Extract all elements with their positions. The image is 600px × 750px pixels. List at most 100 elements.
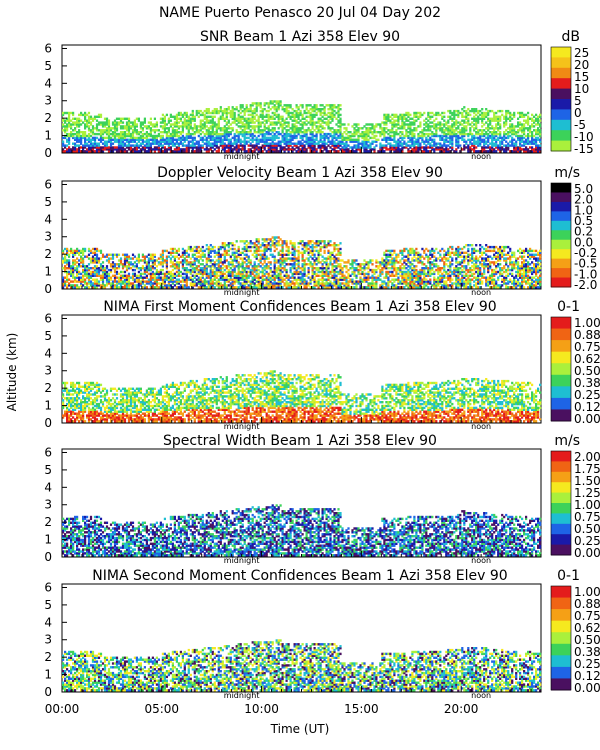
colorbar-swatch: [551, 277, 571, 288]
y-tick-label: 4: [44, 615, 52, 629]
y-tick-label: 3: [44, 94, 52, 108]
colorbar-tick-label: 0.88: [574, 328, 600, 342]
colorbar-swatch: [551, 78, 571, 90]
colorbar-tick-label: -2.0: [574, 278, 597, 292]
colorbar-tick-label: 0.62: [574, 352, 600, 366]
midnight-marker: midnight: [224, 152, 260, 161]
y-tick-label: 0: [44, 550, 52, 564]
colorbar-swatch: [551, 239, 571, 250]
colorbar-tick-label: 0.5: [574, 214, 593, 228]
colorbar-tick-label: 25: [574, 46, 589, 60]
colorbar-swatch: [551, 534, 571, 546]
colorbar: 5.02.01.00.50.20.0-0.2-0.5-1.0-2.0: [550, 182, 597, 292]
colorbar-swatch: [551, 678, 571, 691]
heatmap-field: [62, 236, 542, 289]
colorbar-tick-label: 1.00: [574, 498, 600, 512]
colorbar-swatch: [551, 317, 571, 330]
colorbar-swatch: [551, 328, 571, 341]
colorbar-swatch: [551, 230, 571, 241]
colorbar-tick-label: 5.0: [574, 182, 593, 196]
colorbar-tick-label: -0.5: [574, 257, 597, 271]
panel-5: NIMA Second Moment Confidences Beam 1 Az…: [44, 568, 600, 700]
time-axis: 00:00 05:00 10:00 15:00 20:00: [45, 702, 479, 716]
colorbar-tick-label: 0.50: [574, 633, 600, 647]
y-tick-label: 1: [44, 668, 52, 682]
colorbar-tick-label: 1.25: [574, 486, 600, 500]
x-axis-label: Time (UT): [270, 722, 330, 736]
colorbar-swatch: [551, 374, 571, 387]
colorbar-swatch: [551, 513, 571, 525]
colorbar-tick-label: 1.00: [574, 316, 600, 330]
heatmap-field: [62, 504, 542, 557]
colorbar-tick-label: 0.0: [574, 235, 593, 249]
colorbar-tick-label: 1.0: [574, 203, 593, 217]
y-tick-label: 6: [44, 177, 52, 191]
colorbar-swatch: [551, 99, 571, 110]
colorbar-tick-label: 0.38: [574, 645, 600, 659]
y-tick-label: 2: [44, 111, 52, 125]
colorbar-tick-label: 0.00: [574, 681, 600, 695]
colorbar-swatch: [551, 57, 571, 69]
colorbar-swatch: [551, 643, 571, 656]
panel-2: Doppler Velocity Beam 1 Azi 358 Elev 90 0…: [44, 165, 597, 297]
panel-3: NIMA First Moment Confidences Beam 1 Azi…: [44, 299, 600, 431]
x-tick-label: 05:00: [144, 702, 179, 716]
colorbar-tick-label: 20: [574, 58, 589, 72]
colorbar-swatch: [551, 67, 571, 79]
colorbar-swatch: [551, 109, 571, 121]
heatmap-field: [62, 100, 542, 153]
colorbar-swatch: [551, 544, 571, 556]
panel-title: SNR Beam 1 Azi 358 Elev 90: [200, 29, 400, 45]
x-tick-label: 20:00: [444, 702, 479, 716]
colorbar-swatch: [551, 451, 571, 462]
midnight-marker: midnight: [224, 288, 260, 297]
colorbar-swatch: [551, 258, 571, 269]
colorbar-tick-label: 0.75: [574, 609, 600, 623]
y-tick-label: 1: [44, 129, 52, 143]
y-tick-label: 0: [44, 146, 52, 160]
y-tick-label: 3: [44, 498, 52, 512]
colorbar-tick-label: 0.12: [574, 669, 600, 683]
colorbar-unit: m/s: [554, 165, 580, 181]
heatmap-field: [62, 370, 542, 423]
y-tick-label: 2: [44, 381, 52, 395]
colorbar-swatch: [551, 47, 571, 58]
colorbar-swatch: [551, 211, 571, 222]
colorbar-tick-label: 0.25: [574, 534, 600, 548]
colorbar-swatch: [551, 620, 571, 633]
midnight-marker: midnight: [224, 422, 260, 431]
colorbar-tick-label: 2.0: [574, 193, 593, 207]
colorbar-unit: m/s: [554, 433, 580, 449]
colorbar-tick-label: 0.00: [574, 546, 600, 560]
colorbar-tick-label: 0.25: [574, 657, 600, 671]
colorbar-tick-label: 2.00: [574, 450, 600, 464]
colorbar-unit: dB: [562, 29, 581, 45]
y-tick-label: 6: [44, 41, 52, 55]
colorbar-tick-label: -15: [574, 142, 594, 156]
midnight-marker: midnight: [224, 556, 260, 565]
colorbar-tick-label: -10: [574, 130, 594, 144]
y-tick-label: 5: [44, 598, 52, 612]
y-tick-label: 1: [44, 265, 52, 279]
panel-title: NIMA First Moment Confidences Beam 1 Azi…: [103, 299, 496, 315]
colorbar-swatch: [551, 220, 571, 231]
y-axis-label: Altitude (km): [5, 333, 19, 412]
y-tick-label: 2: [44, 650, 52, 664]
y-tick-label: 4: [44, 346, 52, 360]
colorbar-tick-label: 1.50: [574, 474, 600, 488]
colorbar-tick-label: -5: [574, 118, 586, 132]
x-tick-label: 15:00: [344, 702, 379, 716]
colorbar-unit: 0-1: [557, 568, 580, 584]
colorbar-swatch: [551, 586, 571, 599]
colorbar-tick-label: 10: [574, 82, 589, 96]
colorbar-unit: 0-1: [557, 299, 580, 315]
colorbar-tick-label: 0.62: [574, 621, 600, 635]
colorbar-swatch: [551, 88, 571, 100]
colorbar-swatch: [551, 249, 571, 260]
colorbar-tick-label: 15: [574, 70, 589, 84]
y-tick-label: 4: [44, 212, 52, 226]
y-tick-label: 1: [44, 533, 52, 547]
panel-title: Spectral Width Beam 1 Azi 358 Elev 90: [163, 433, 437, 449]
colorbar-tick-label: 0.25: [574, 388, 600, 402]
colorbar-tick-label: -0.2: [574, 246, 597, 260]
